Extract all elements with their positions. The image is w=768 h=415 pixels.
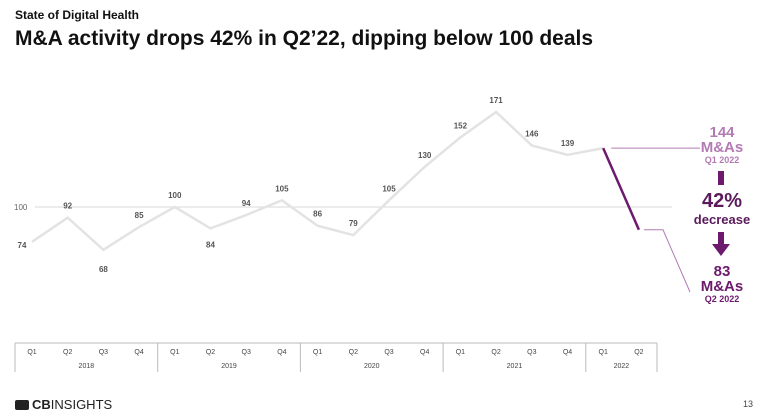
quarter-tick-label: Q1 <box>456 349 465 356</box>
year-tick-label: 2019 <box>221 363 237 370</box>
data-label: 105 <box>382 184 396 193</box>
data-label: 152 <box>454 121 468 130</box>
data-label: 105 <box>275 184 289 193</box>
callout-bottom-period: Q2 2022 <box>704 294 740 304</box>
callout-pct-value: 42% <box>701 190 743 212</box>
callout-top-unit: M&As <box>700 139 744 156</box>
quarter-tick-label: Q4 <box>563 349 572 356</box>
data-label: 130 <box>418 151 432 160</box>
quarter-tick-label: Q2 <box>206 349 215 356</box>
quarter-tick-label: Q4 <box>277 349 286 356</box>
quarter-tick-label: Q3 <box>99 349 108 356</box>
quarter-tick-label: Q2 <box>491 349 500 356</box>
data-label: 94 <box>242 199 251 208</box>
callout-pct-label: decrease <box>693 212 751 227</box>
year-tick-label: 2022 <box>614 363 630 370</box>
quarter-tick-label: Q1 <box>170 349 179 356</box>
quarter-tick-label: Q4 <box>134 349 143 356</box>
data-label: 146 <box>525 129 539 138</box>
quarter-tick-label: Q3 <box>242 349 251 356</box>
data-label: 84 <box>206 240 215 249</box>
year-tick-label: 2018 <box>79 363 95 370</box>
page-number: 13 <box>742 399 753 409</box>
logo-icon <box>15 399 29 410</box>
arrow-stem-icon <box>718 171 724 185</box>
quarter-tick-label: Q1 <box>599 349 608 356</box>
data-label: 68 <box>99 265 108 274</box>
year-tick-label: 2020 <box>364 363 380 370</box>
quarter-tick-label: Q2 <box>634 349 643 356</box>
callout-bottom-value: 83 <box>713 263 731 280</box>
series-line <box>31 110 604 252</box>
data-label: 79 <box>349 219 358 228</box>
data-label: 171 <box>489 96 503 105</box>
quarter-tick-label: Q2 <box>349 349 358 356</box>
quarter-tick-label: Q1 <box>313 349 322 356</box>
page-title: M&A activity drops 42% in Q2’22, dipping… <box>15 27 594 50</box>
quarter-tick-label: Q3 <box>384 349 393 356</box>
quarter-tick-label: Q1 <box>27 349 36 356</box>
reference-label: 100 <box>14 203 28 212</box>
drop-line <box>602 147 641 231</box>
logo-cb: CB <box>32 397 51 412</box>
callout-top-value: 144 <box>709 124 735 141</box>
callout-connector-bottom <box>643 229 691 293</box>
supertitle: State of Digital Health <box>15 8 140 22</box>
logo-insights: INSIGHTS <box>50 397 113 412</box>
quarter-tick-label: Q4 <box>420 349 429 356</box>
callout-top-period: Q1 2022 <box>704 155 740 165</box>
quarter-tick-label: Q2 <box>63 349 72 356</box>
data-label: 74 <box>18 241 27 250</box>
callout-bottom: 83 M&As Q2 2022 <box>690 264 754 304</box>
callout-pct: 42% decrease <box>686 190 758 227</box>
callout-top: 144 M&As Q1 2022 <box>690 125 754 165</box>
cb-insights-logo: CB INSIGHTS <box>15 397 112 412</box>
data-label: 92 <box>63 202 72 211</box>
data-label: 86 <box>313 210 322 219</box>
year-tick-label: 2021 <box>507 363 523 370</box>
data-label: 100 <box>168 191 182 200</box>
data-label: 85 <box>135 211 144 220</box>
quarter-tick-label: Q3 <box>527 349 536 356</box>
data-label: 139 <box>561 139 575 148</box>
callout-bottom-unit: M&As <box>700 278 744 295</box>
